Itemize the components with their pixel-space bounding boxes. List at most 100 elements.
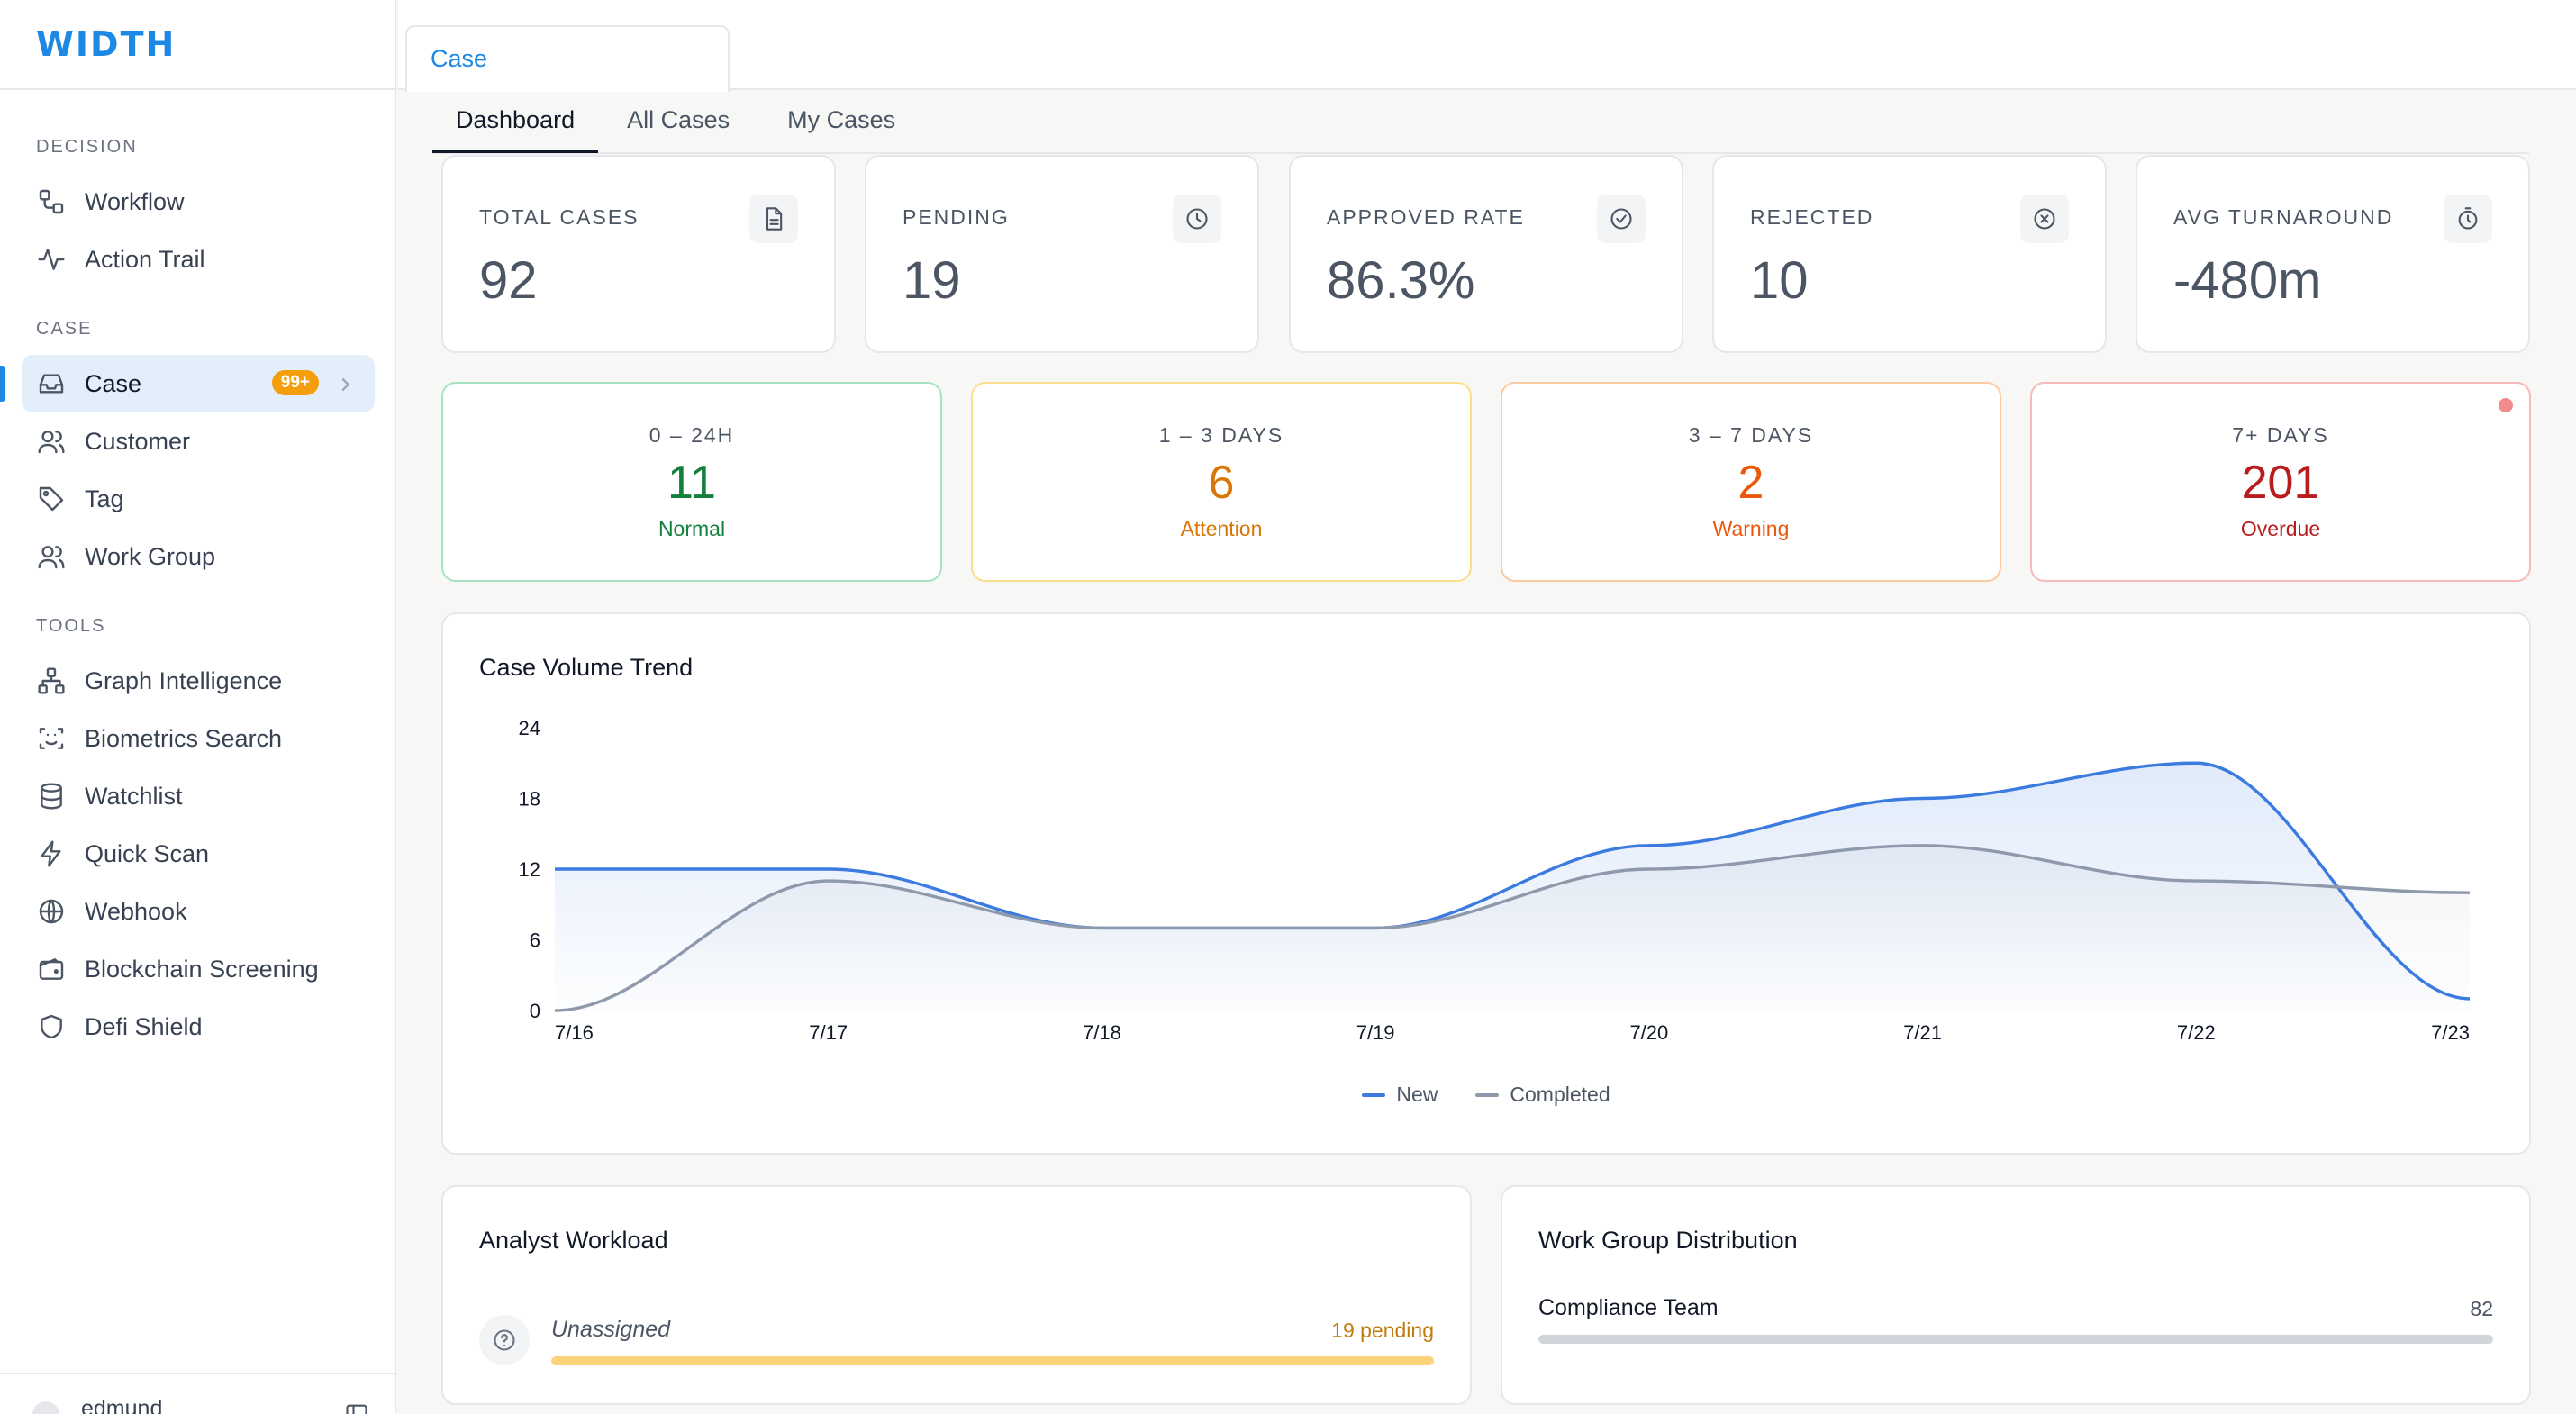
sidebar-item-tag[interactable]: Tag <box>22 470 375 528</box>
aging-status: Attention <box>1180 517 1263 540</box>
sidebar-item-customer[interactable]: Customer <box>22 412 375 470</box>
sidebar-item-label: Quick Scan <box>85 839 210 867</box>
sidebar-item-label: Watchlist <box>85 782 183 810</box>
check-circle-icon <box>1597 195 1646 243</box>
sidebar-item-defi-shield[interactable]: Defi Shield <box>22 998 375 1056</box>
activity-icon <box>36 244 67 275</box>
tab-dashboard[interactable]: Dashboard <box>432 90 599 153</box>
workgroup-progress-bar <box>1538 1335 2493 1344</box>
stat-card-total-cases: TOTAL CASES 92 <box>441 155 836 353</box>
series-line-completed[interactable] <box>554 844 2471 1012</box>
legend-swatch <box>1475 1092 1500 1097</box>
stat-label: AVG TURNAROUND <box>2173 205 2394 229</box>
stat-card-rejected: REJECTED 10 <box>1712 155 2107 353</box>
active-indicator <box>0 366 5 402</box>
aging-value: 11 <box>667 457 716 509</box>
logo-row: WIDTH <box>0 0 395 90</box>
legend-item-completed[interactable]: Completed <box>1475 1083 1610 1107</box>
stat-card-pending: PENDING 19 <box>865 155 1259 353</box>
aging-status: Warning <box>1712 517 1790 540</box>
chart-legend: New Completed <box>443 1083 2529 1107</box>
stat-value: -480m <box>2173 251 2322 310</box>
stat-label: REJECTED <box>1750 205 1874 229</box>
sidebar-item-graph-intelligence[interactable]: Graph Intelligence <box>22 652 375 710</box>
chevron-right-icon[interactable] <box>335 373 355 393</box>
case-count-badge: 99+ <box>271 370 319 395</box>
section-label-case: CASE <box>36 319 93 339</box>
sidebar-item-label: Workflow <box>85 187 185 215</box>
section-label-tools: TOOLS <box>36 616 106 636</box>
sidebar-item-label: Biometrics Search <box>85 724 283 752</box>
shield-icon <box>36 1011 67 1042</box>
aging-card-normal[interactable]: 0 – 24H 11 Normal <box>441 382 942 582</box>
sidebar-item-label: Action Trail <box>85 245 205 273</box>
clock-icon <box>1173 195 1221 243</box>
series-line-new[interactable] <box>554 761 2471 1001</box>
sidebar-item-label: Blockchain Screening <box>85 955 319 983</box>
case-volume-trend-card: Case Volume Trend 0 6 12 18 24 7/16 7/17 7/18 7… <box>441 612 2531 1155</box>
y-tick-label: 12 <box>519 858 540 881</box>
tab-my-cases[interactable]: My Cases <box>787 106 896 133</box>
wallet-icon <box>36 954 67 984</box>
users-icon <box>36 426 67 457</box>
sidebar-footer: edmund <box>0 1373 396 1414</box>
sidebar-item-label: Case <box>85 369 142 397</box>
sidebar-item-webhook[interactable]: Webhook <box>22 883 375 940</box>
aging-label: 1 – 3 DAYS <box>1158 423 1284 447</box>
stat-label: TOTAL CASES <box>479 205 639 229</box>
sidebar-item-watchlist[interactable]: Watchlist <box>22 767 375 825</box>
sidebar-item-workflow[interactable]: Workflow <box>22 173 375 231</box>
x-tick-label: 7/20 <box>1629 1021 1668 1044</box>
app-logo[interactable]: WIDTH <box>36 24 177 64</box>
face-scan-icon <box>36 723 67 754</box>
sidebar-item-blockchain-screening[interactable]: Blockchain Screening <box>22 940 375 998</box>
aging-card-attention[interactable]: 1 – 3 DAYS 6 Attention <box>971 382 1472 582</box>
globe-icon <box>36 896 67 927</box>
help-circle-icon <box>479 1315 530 1365</box>
legend-swatch <box>1362 1092 1386 1097</box>
section-label-decision: DECISION <box>36 137 138 157</box>
y-tick-label: 24 <box>519 717 540 739</box>
workflow-icon <box>36 186 67 217</box>
x-tick-label: 7/22 <box>2177 1021 2216 1044</box>
sidebar-item-case[interactable]: Case 99+ <box>22 355 375 412</box>
workgroup-title: Work Group Distribution <box>1538 1227 1798 1254</box>
stat-value: 92 <box>479 251 538 310</box>
legend-label: New <box>1396 1083 1438 1106</box>
aging-card-overdue[interactable]: 7+ DAYS 201 Overdue <box>2030 382 2531 582</box>
x-tick-label: 7/18 <box>1083 1021 1121 1044</box>
stopwatch-icon <box>2444 195 2492 243</box>
x-tick-label: 7/21 <box>1903 1021 1942 1044</box>
sidebar-item-quick-scan[interactable]: Quick Scan <box>22 825 375 883</box>
chart-title: Case Volume Trend <box>479 654 694 681</box>
tab-all-cases[interactable]: All Cases <box>627 106 730 133</box>
inbox-icon <box>36 368 67 399</box>
stat-value: 19 <box>903 251 961 310</box>
sidebar-item-biometrics-search[interactable]: Biometrics Search <box>22 710 375 767</box>
users-icon <box>36 541 67 572</box>
stat-card-approved-rate: APPROVED RATE 86.3% <box>1289 155 1683 353</box>
x-circle-icon <box>2020 195 2069 243</box>
sidebar-toggle-icon[interactable] <box>344 1401 369 1414</box>
legend-item-new[interactable]: New <box>1362 1083 1438 1107</box>
legend-label: Completed <box>1510 1083 1610 1106</box>
sidebar-item-action-trail[interactable]: Action Trail <box>22 231 375 288</box>
x-tick-label: 7/23 <box>2431 1021 2470 1044</box>
analyst-name: Unassigned <box>551 1317 671 1342</box>
trend-chart: 0 6 12 18 24 7/16 7/17 7/18 7/19 7/20 7/21 7/22 7/2… <box>519 717 2471 1044</box>
analyst-workload-card: Analyst Workload Unassigned 19 pending <box>441 1185 1472 1405</box>
aging-card-warning[interactable]: 3 – 7 DAYS 2 Warning <box>1501 382 2001 582</box>
y-tick-label: 0 <box>530 1000 540 1022</box>
sidebar-item-work-group[interactable]: Work Group <box>22 528 375 585</box>
user-name[interactable]: edmund <box>81 1396 163 1414</box>
avatar[interactable] <box>32 1401 59 1414</box>
y-tick-label: 18 <box>519 788 540 811</box>
workload-progress-fill <box>551 1356 1434 1365</box>
tag-icon <box>36 484 67 514</box>
alert-dot <box>2499 398 2513 412</box>
series-area-completed <box>555 845 2470 1011</box>
x-tick-label: 7/19 <box>1356 1021 1395 1044</box>
network-icon <box>36 666 67 696</box>
workgroup-count: 82 <box>2470 1297 2493 1320</box>
tab-case[interactable]: Case <box>405 25 730 92</box>
